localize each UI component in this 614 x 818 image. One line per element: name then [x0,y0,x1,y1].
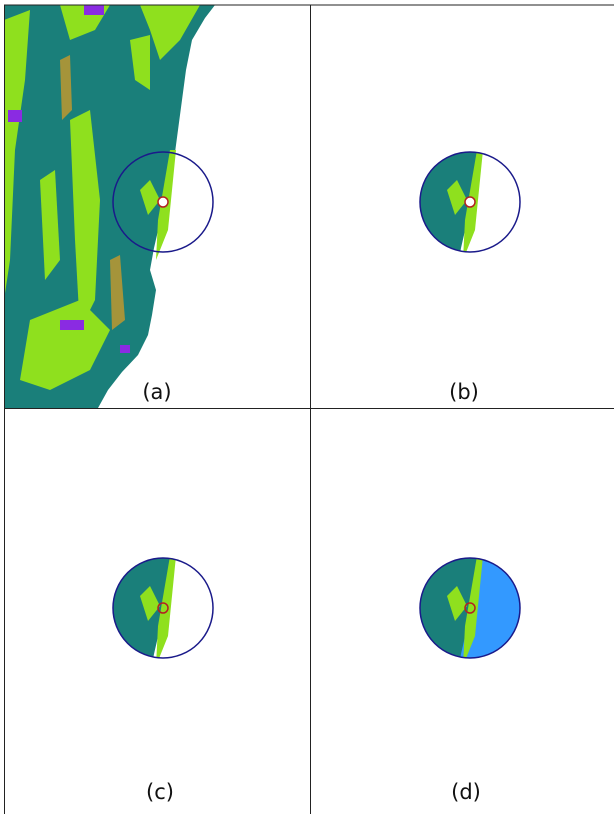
panel-d: (d) [311,411,522,814]
panel-label: (c) [146,780,174,804]
panel-label: (a) [142,380,171,404]
point [465,197,475,207]
panel-label: (d) [451,780,481,804]
panel-c: (c) [4,411,215,814]
panel-a: (a) [4,5,215,408]
figure: (a) (b) (c) (d) [0,0,614,814]
point [158,197,168,207]
panel-label: (b) [449,380,479,404]
panel-b: (b) [311,5,522,408]
